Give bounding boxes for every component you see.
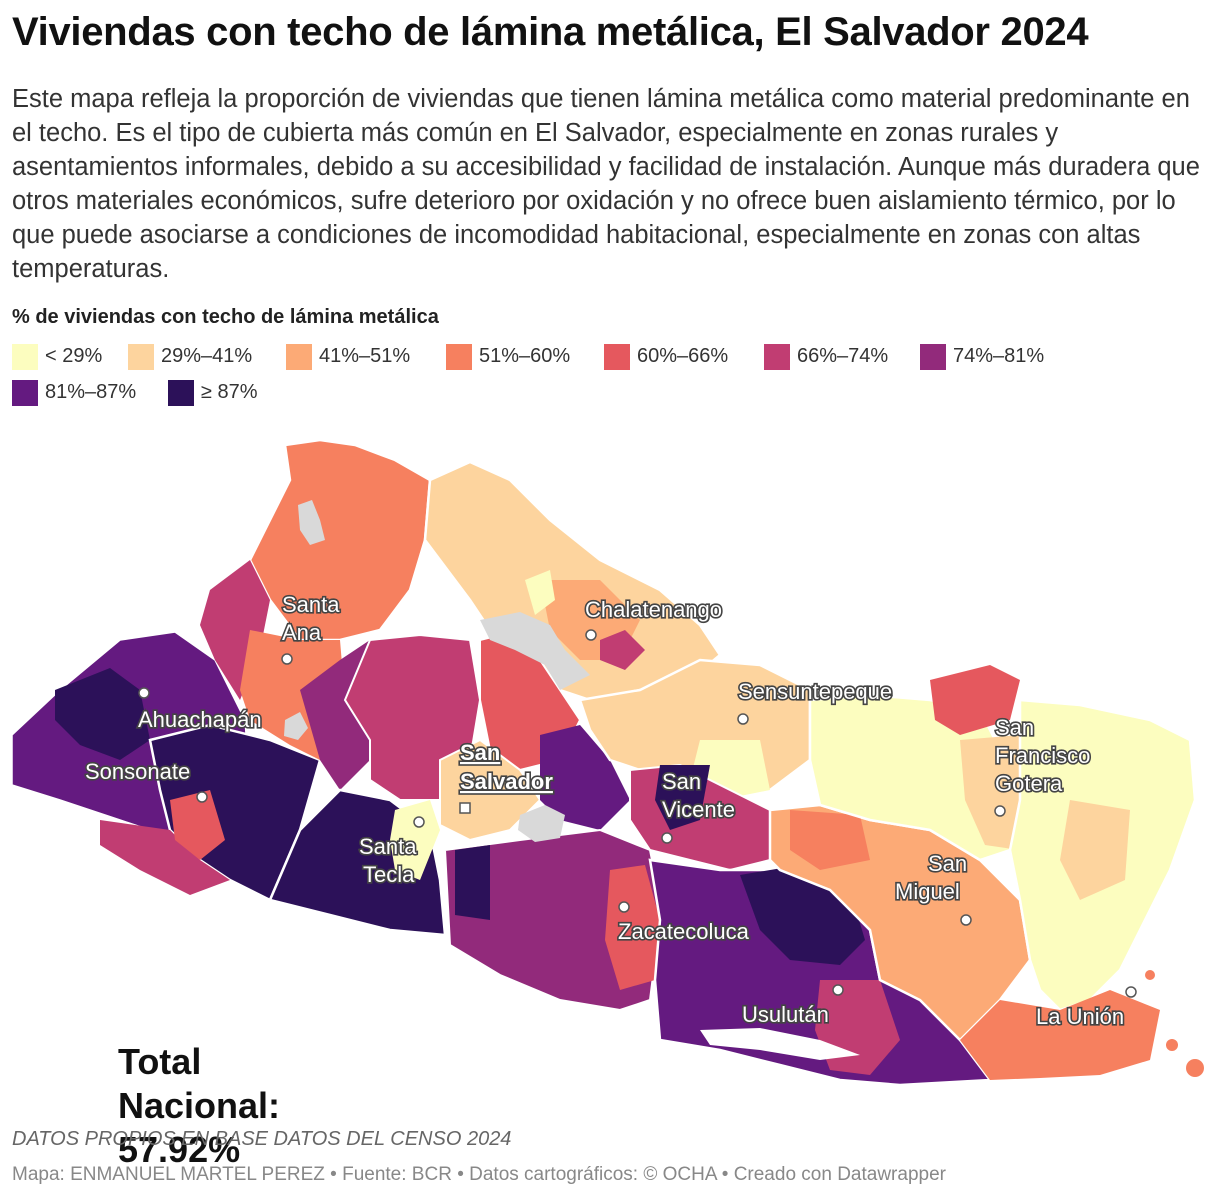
city-label-gotera-1: San [995, 715, 1034, 740]
region-la-paz-red [605, 865, 660, 990]
city-label-san-miguel-1: San [928, 851, 967, 876]
lake-cerron-grande [480, 612, 590, 690]
legend-label: 74%–81% [953, 345, 1045, 367]
islands [1145, 970, 1204, 1077]
region-san-salvador-east [540, 725, 630, 830]
lake-coatepeque [284, 712, 308, 740]
island [1145, 970, 1155, 980]
legend-swatch [12, 380, 38, 406]
legend-label: 51%–60% [479, 345, 571, 367]
city-marker-sensuntepeque[interactable] [737, 713, 749, 725]
city-marker-la-union[interactable] [1125, 986, 1137, 998]
water-bodies [284, 500, 860, 1060]
region-la-union-south [960, 990, 1160, 1080]
legend-swatch [286, 344, 312, 370]
city-label-san-miguel-2: Miguel [895, 879, 960, 904]
legend-label: ≥ 87% [201, 381, 258, 403]
region-san-vicente-dark [655, 765, 710, 830]
city-label-sensuntepeque: Sensuntepeque [738, 679, 892, 704]
city-label-san-vicente-1: San [662, 769, 701, 794]
national-total: Total Nacional: 57.92% [118, 1040, 280, 1172]
legend-label: 66%–74% [797, 345, 889, 367]
region-ahuachapan-core [55, 668, 150, 760]
legend-swatch [446, 344, 472, 370]
legend-title: % de viviendas con techo de lámina metál… [12, 306, 439, 328]
city-label-usulutan: Usulután [742, 1002, 829, 1027]
city-label-santa-tecla-2: Tecla [363, 862, 415, 887]
city-label-santa-ana-2: Ana [282, 620, 322, 645]
city-label-zacatecoluca: Zacatecoluca [618, 919, 750, 944]
lake-ilopango [518, 805, 565, 842]
region-santa-tecla [390, 800, 440, 880]
legend-swatch [12, 344, 38, 370]
legend-swatch [128, 344, 154, 370]
city-label-san-salvador-1: San [460, 740, 500, 765]
city-label-santa-tecla-1: Santa [359, 834, 417, 859]
region-la-paz-dark [455, 845, 490, 920]
legend-label: 41%–51% [319, 345, 411, 367]
region-santa-ana-north[interactable] [248, 438, 432, 642]
city-label-san-salvador-2: Salvador [460, 769, 553, 794]
map-title: Viviendas con techo de lámina metálica, … [12, 10, 1089, 54]
city-marker-san-francisco-gotera[interactable] [994, 805, 1006, 817]
legend-swatch [168, 380, 194, 406]
legend-label: 60%–66% [637, 345, 729, 367]
national-total-line2: Nacional: [118, 1085, 281, 1126]
map-regions [11, 438, 1197, 1087]
city-marker-sonsonate[interactable] [196, 791, 208, 803]
region-sonsonate-south [100, 820, 230, 895]
legend-label: 29%–41% [161, 345, 253, 367]
city-marker-usulutan[interactable] [832, 984, 844, 996]
legend-label: < 29% [45, 345, 103, 367]
map-description: Este mapa refleja la proporción de vivie… [12, 85, 1200, 283]
city-label-ahuachapan: Ahuachapán [138, 707, 262, 732]
national-total-line1: Total [118, 1041, 202, 1082]
region-chalatenango-light [525, 570, 555, 615]
region-san-miguel-red [790, 810, 870, 870]
island [1186, 1059, 1204, 1077]
city-label-santa-ana: Santa [282, 592, 340, 617]
city-label-san-vicente-2: Vicente [662, 797, 735, 822]
city-label-gotera-3: Gotera [995, 771, 1063, 796]
region-chalatenango-spot [600, 630, 645, 670]
city-label-la-union: La Unión [1036, 1004, 1124, 1029]
region-sonsonate-mid [170, 790, 225, 860]
legend-swatch [920, 344, 946, 370]
region-morazan-north [930, 665, 1020, 735]
region-la-union-mid [1060, 800, 1130, 900]
island [1166, 1039, 1178, 1051]
city-marker-chalatenango[interactable] [585, 629, 597, 641]
national-total-value: 57.92% [118, 1129, 241, 1170]
city-label-chalatenango: Chalatenango [585, 597, 722, 622]
city-marker-ahuachapan[interactable] [138, 687, 150, 699]
legend-label: 81%–87% [45, 381, 137, 403]
source-note: DATOS PROPIOS EN BASE DATOS DEL CENSO 20… [12, 1128, 512, 1150]
city-marker-san-vicente[interactable] [661, 832, 673, 844]
city-marker-zacatecoluca[interactable] [618, 901, 630, 913]
city-marker-santa-ana[interactable] [281, 653, 293, 665]
city-label-gotera-2: Francisco [995, 743, 1090, 768]
city-label-sonsonate: Sonsonate [85, 759, 190, 784]
legend-swatch [604, 344, 630, 370]
lake-guija [298, 500, 325, 545]
legend-swatch [764, 344, 790, 370]
choropleth-map[interactable]: Santa Ana Ahuachapán Sonsonate Chalatena… [0, 420, 1220, 1110]
bay-jiquilisco [700, 1028, 860, 1060]
city-markers: Santa Ana Ahuachapán Sonsonate Chalatena… [83, 590, 1137, 1031]
city-marker-santa-tecla[interactable] [413, 816, 425, 828]
city-marker-san-miguel[interactable] [960, 914, 972, 926]
capital-marker-san-salvador[interactable] [459, 802, 471, 814]
credits-byline: Mapa: ENMANUEL MARTEL PEREZ • Fuente: BC… [12, 1164, 946, 1185]
